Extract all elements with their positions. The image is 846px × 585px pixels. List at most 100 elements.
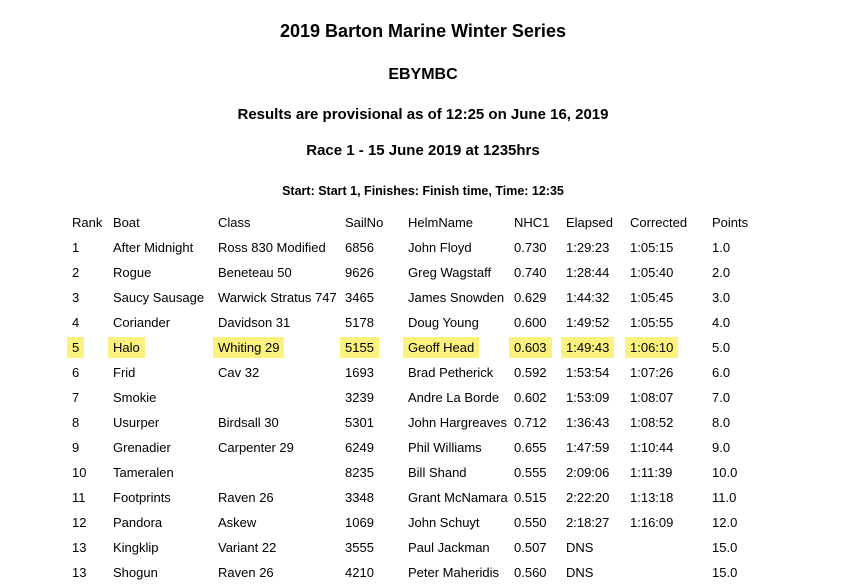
table-cell: 0.600 — [514, 310, 566, 335]
table-cell: Peter Maheridis — [408, 560, 514, 585]
cell-text: 3348 — [345, 490, 374, 505]
column-header-class: Class — [218, 215, 251, 230]
cell-text: Carpenter 29 — [218, 440, 294, 455]
cell-text: 0.712 — [514, 415, 547, 430]
column-header-boat: Boat — [113, 215, 140, 230]
table-cell: 1069 — [345, 510, 408, 535]
cell-text: 4 — [72, 315, 80, 330]
table-cell: Kingklip — [113, 535, 218, 560]
table-cell: 7 — [72, 385, 113, 410]
start-info: Start: Start 1, Finishes: Finish time, T… — [282, 184, 564, 198]
cell-text: 5301 — [345, 415, 374, 430]
table-cell: 1:06:10 — [625, 335, 712, 360]
cell-text: After Midnight — [113, 240, 194, 255]
table-cell: 6249 — [345, 435, 408, 460]
table-cell: 1:53:09 — [566, 385, 630, 410]
table-cell: John Schuyt — [408, 510, 514, 535]
cell-text: 3465 — [345, 290, 374, 305]
cell-text: Cav 32 — [218, 365, 260, 380]
column-header-sailno: SailNo — [345, 215, 384, 230]
table-cell: DNS — [566, 560, 630, 585]
header-row: Rank Boat Class SailNo HelmName NHC1 Elapsed Co… — [72, 210, 762, 235]
cell-text: Rogue — [113, 265, 152, 280]
table-cell: 1:05:15 — [630, 235, 712, 260]
cell-text: 0.555 — [514, 465, 547, 480]
table-cell: 1:47:59 — [566, 435, 630, 460]
table-cell: Footprints — [113, 485, 218, 510]
table-cell: 1:05:40 — [630, 260, 712, 285]
table-row: 2 Rogue Beneteau 50 9626 Greg Wagstaff 0.740 1… — [72, 260, 762, 285]
table-cell: 12.0 — [712, 510, 762, 535]
cell-text: 1:44:32 — [566, 290, 610, 305]
table-cell: Warwick Stratus 747 — [218, 285, 345, 310]
cell-text: 0.600 — [514, 315, 547, 330]
cell-text: 7 — [72, 390, 80, 405]
cell-text: 1 — [72, 240, 80, 255]
table-cell: 2.0 — [712, 260, 762, 285]
cell-text: 11.0 — [712, 490, 737, 505]
cell-text: 1:16:09 — [630, 515, 674, 530]
cell-text: Warwick Stratus 747 — [218, 290, 337, 305]
cell-text: 6249 — [345, 440, 374, 455]
table-row: 12 Pandora Askew 1069 John Schuyt 0.550 2:18:2… — [72, 510, 762, 535]
cell-text: John Hargreaves — [408, 415, 507, 430]
table-cell: 5178 — [345, 310, 408, 335]
cell-text: 15.0 — [712, 565, 738, 580]
page-title: 2019 Barton Marine Winter Series — [280, 21, 566, 41]
table-cell: 3465 — [345, 285, 408, 310]
table-cell: Shogun — [113, 560, 218, 585]
cell-text: James Snowden — [408, 290, 505, 305]
table-cell: 2:18:27 — [566, 510, 630, 535]
cell-text: Variant 22 — [218, 540, 277, 555]
table-row: 10 Tameralen 8235 Bill Shand 0.555 2:09:06 1:1… — [72, 460, 762, 485]
cell-text: 8.0 — [712, 415, 731, 430]
table-cell: Paul Jackman — [408, 535, 514, 560]
table-cell: 1:29:23 — [566, 235, 630, 260]
table-cell: Grant McNamara — [408, 485, 514, 510]
cell-text: 15.0 — [712, 540, 738, 555]
table-cell: Raven 26 — [218, 560, 345, 585]
table-row: 8 Usurper Birdsall 30 5301 John Hargreaves 0.… — [72, 410, 762, 435]
table-cell: 3239 — [345, 385, 408, 410]
table-cell: 1 — [72, 235, 113, 260]
column-header-corrected: Corrected — [630, 215, 688, 230]
cell-text: Pandora — [113, 515, 163, 530]
table-cell: 1:10:44 — [630, 435, 712, 460]
cell-text: 10 — [72, 465, 87, 480]
table-cell: Pandora — [113, 510, 218, 535]
table-cell: 13 — [72, 535, 113, 560]
table-cell: 2:09:06 — [566, 460, 630, 485]
cell-text: Frid — [113, 365, 136, 380]
table-cell: 2 — [72, 260, 113, 285]
cell-text: 0.592 — [514, 365, 547, 380]
table-cell: 1:36:43 — [566, 410, 630, 435]
table-cell: After Midnight — [113, 235, 218, 260]
table-cell: John Hargreaves — [408, 410, 514, 435]
cell-text: Andre La Borde — [408, 390, 500, 405]
table-row: 11 Footprints Raven 26 3348 Grant McNamara 0.… — [72, 485, 762, 510]
cell-text: 6.0 — [712, 365, 731, 380]
cell-text: 12.0 — [712, 515, 738, 530]
club-name: EBYMBC — [388, 66, 458, 83]
cell-text: 9 — [72, 440, 80, 455]
cell-text: 3 — [72, 290, 80, 305]
cell-text: John Schuyt — [408, 515, 480, 530]
table-cell: 11.0 — [712, 485, 762, 510]
cell-text: 9626 — [345, 265, 374, 280]
table-cell — [630, 560, 712, 585]
table-cell: 12 — [72, 510, 113, 535]
table-cell: 15.0 — [712, 535, 762, 560]
cell-text: 1:05:45 — [630, 290, 674, 305]
cell-text: 13 — [72, 565, 87, 580]
table-cell: 9 — [72, 435, 113, 460]
table-cell: 3348 — [345, 485, 408, 510]
cell-text: 1069 — [345, 515, 374, 530]
table-cell: 5155 — [340, 335, 408, 360]
cell-text: Peter Maheridis — [408, 565, 500, 580]
table-cell: 1:07:26 — [630, 360, 712, 385]
cell-text: Paul Jackman — [408, 540, 490, 555]
cell-text: 2:18:27 — [566, 515, 610, 530]
cell-text: Saucy Sausage — [113, 290, 205, 305]
table-cell: Usurper — [113, 410, 218, 435]
